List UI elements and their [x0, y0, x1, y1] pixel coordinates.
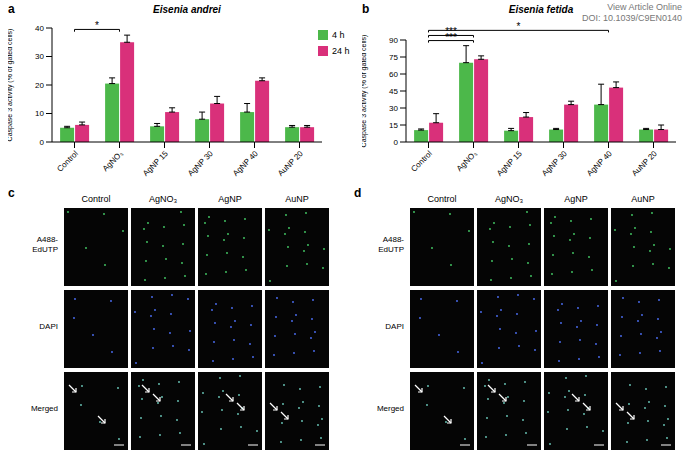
svg-text:Control: Control [427, 194, 456, 204]
html-text:b: b [362, 2, 370, 16]
svg-text:AgNO₃: AgNO₃ [495, 194, 524, 204]
svg-text:15: 15 [389, 121, 398, 130]
html-text:View Article Online: View Article Online [607, 2, 682, 12]
svg-text:Caspase 3 activity (% of gated: Caspase 3 activity (% of gated cells) [362, 35, 368, 148]
html-text:a: a [8, 2, 15, 16]
svg-text:75: 75 [389, 53, 398, 62]
svg-text:DAPI: DAPI [39, 322, 58, 331]
svg-text:Control: Control [81, 194, 110, 204]
svg-text:AgNP 40: AgNP 40 [585, 149, 614, 178]
svg-text:10: 10 [35, 109, 44, 118]
svg-text:AgNP 30: AgNP 30 [186, 149, 215, 178]
svg-text:0: 0 [394, 138, 399, 147]
svg-text:DAPI: DAPI [385, 322, 404, 331]
svg-text:AuNP 20: AuNP 20 [276, 149, 305, 178]
svg-text:Merged: Merged [31, 404, 58, 413]
svg-text:90: 90 [389, 36, 398, 45]
svg-text:45: 45 [389, 87, 398, 96]
html-text:DOI: 10.1039/C9EN0140: DOI: 10.1039/C9EN0140 [581, 13, 682, 23]
svg-text:AgNP 30: AgNP 30 [540, 149, 569, 178]
svg-text:Control: Control [55, 149, 80, 174]
svg-text:*: * [95, 20, 99, 31]
svg-text:30: 30 [35, 52, 44, 61]
svg-text:AgNO₃: AgNO₃ [455, 149, 479, 173]
svg-text:AuNP: AuNP [285, 194, 309, 204]
svg-text:AgNP 15: AgNP 15 [495, 149, 524, 178]
html-text:24 h: 24 h [332, 46, 350, 56]
svg-text:A488-EdUTP: A488-EdUTP [378, 235, 404, 254]
html-text:d: d [354, 186, 362, 200]
svg-text:AgNO₃: AgNO₃ [149, 194, 178, 204]
svg-text:AgNP 40: AgNP 40 [231, 149, 260, 178]
svg-text:Control: Control [409, 149, 434, 174]
svg-text:20: 20 [35, 81, 44, 90]
html-text:Eisenia fetida: Eisenia fetida [508, 4, 574, 15]
html-text:Eisenia andrei: Eisenia andrei [153, 4, 221, 15]
svg-text:A488-EdUTP: A488-EdUTP [32, 235, 58, 254]
svg-text:AgNP 15: AgNP 15 [141, 149, 170, 178]
svg-text:60: 60 [389, 70, 398, 79]
svg-text:30: 30 [389, 104, 398, 113]
svg-text:Caspase 3 activity (% of gated: Caspase 3 activity (% of gated cells) [8, 29, 14, 142]
svg-text:AuNP 20: AuNP 20 [630, 149, 659, 178]
svg-text:40: 40 [35, 24, 44, 33]
svg-text:AgNP: AgNP [564, 194, 588, 204]
svg-text:0: 0 [40, 138, 45, 147]
html-text:4 h: 4 h [332, 30, 345, 40]
svg-text:AgNO₃: AgNO₃ [101, 149, 125, 173]
svg-text:***: *** [445, 26, 457, 37]
svg-text:Merged: Merged [377, 404, 404, 413]
svg-text:*: * [517, 21, 521, 32]
svg-text:AuNP: AuNP [631, 194, 655, 204]
html-text:c: c [8, 186, 15, 200]
svg-text:AgNP: AgNP [218, 194, 242, 204]
